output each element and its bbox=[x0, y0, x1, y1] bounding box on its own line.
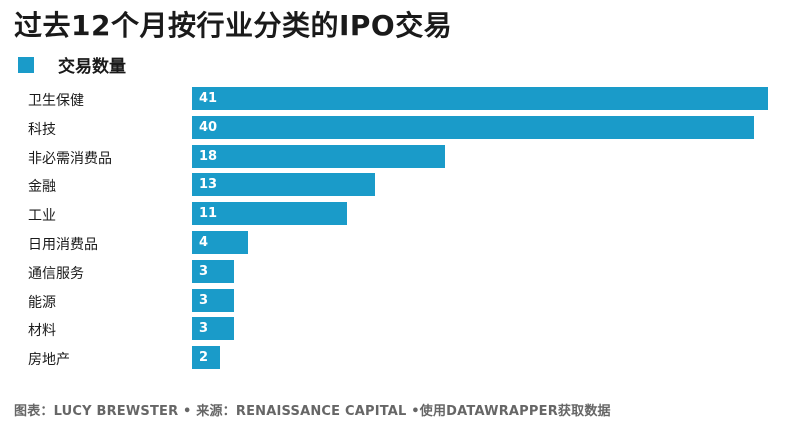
bar-value-label: 4 bbox=[199, 235, 209, 250]
bar bbox=[192, 87, 768, 110]
bar bbox=[192, 288, 235, 312]
bar-value-label: 3 bbox=[199, 321, 209, 337]
bar-value-label: 13 bbox=[199, 177, 218, 193]
chart-footer: 图表：LUCY BREWSTER • 来源：RENAISSANCE CAPITA… bbox=[14, 404, 611, 419]
bar-value-label: 2 bbox=[199, 350, 209, 366]
bar-value-label: 3 bbox=[199, 263, 209, 279]
bar-value-label: 11 bbox=[199, 206, 218, 222]
category-label: 非必需消费品 bbox=[28, 150, 112, 167]
legend: 交易数量 bbox=[18, 52, 126, 77]
category-label: 科技 bbox=[28, 121, 56, 138]
category-label: 房地产 bbox=[28, 352, 70, 369]
category-label: 日用消费品 bbox=[28, 237, 98, 253]
bar-value-label: 41 bbox=[199, 91, 218, 106]
bar bbox=[192, 317, 235, 341]
legend-label: 交易数量 bbox=[58, 57, 126, 77]
bar bbox=[192, 231, 249, 254]
category-label: 工业 bbox=[28, 208, 56, 225]
bar bbox=[192, 346, 221, 370]
category-label: 金融 bbox=[28, 179, 56, 196]
bar-value-label: 40 bbox=[199, 119, 218, 135]
bar-chart: 卫生保健 41 科技 40 非必需消费品 18 金融 13 工业 11 日用消费品 4 通信服务 3 能源 3… bbox=[28, 87, 768, 370]
bar-value-label: 18 bbox=[199, 148, 218, 164]
bar bbox=[192, 115, 754, 139]
category-label: 能源 bbox=[28, 294, 56, 311]
bar-value-label: 3 bbox=[199, 292, 209, 308]
bar bbox=[192, 144, 445, 168]
category-label: 通信服务 bbox=[28, 265, 84, 282]
category-label: 卫生保健 bbox=[28, 93, 84, 109]
category-label: 材料 bbox=[28, 323, 56, 340]
bar bbox=[192, 173, 375, 197]
legend-swatch bbox=[18, 56, 34, 73]
chart-title: 过去12个月按行业分类的IPO交易 bbox=[14, 9, 453, 42]
bar bbox=[192, 202, 347, 226]
bar bbox=[192, 259, 235, 283]
